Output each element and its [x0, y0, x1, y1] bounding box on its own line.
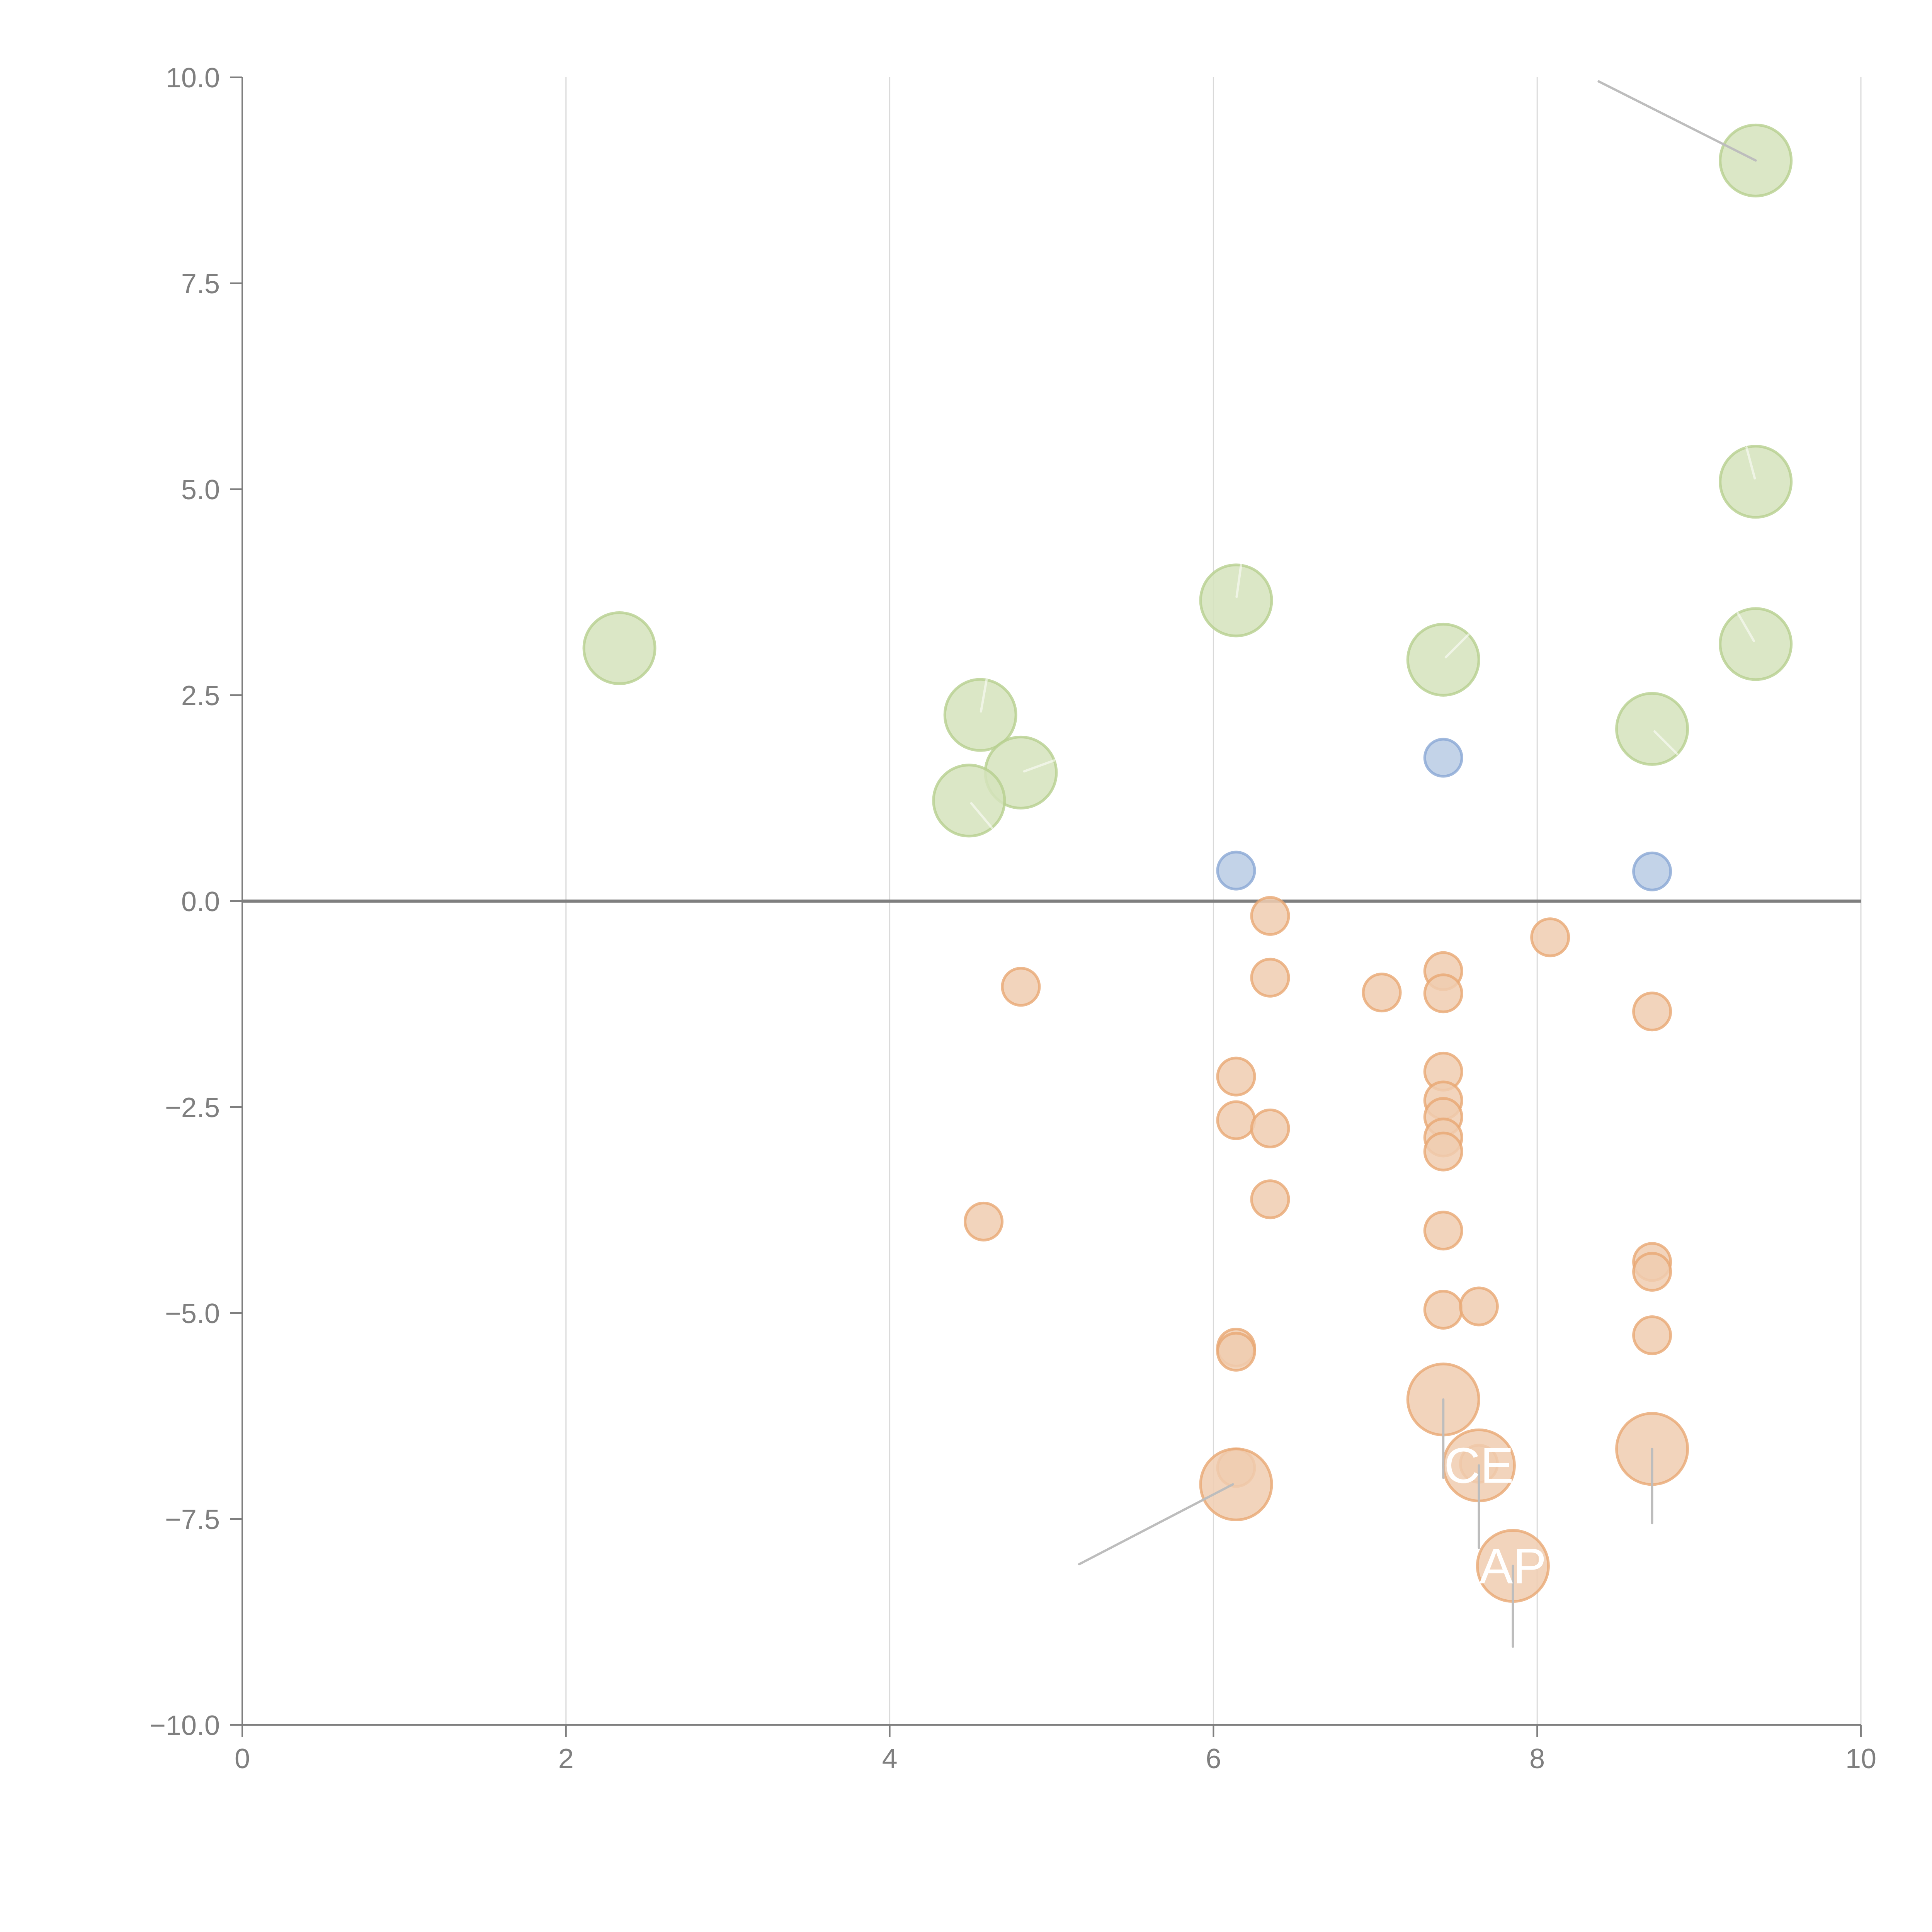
orange-point [1530, 917, 1570, 957]
data-points [582, 123, 1793, 1603]
x-tick-label: 2 [558, 1743, 574, 1774]
x-tick-label: 10 [1845, 1743, 1876, 1774]
point-labels: CE AP [1444, 1437, 1546, 1594]
orange-point [1199, 1447, 1273, 1521]
y-axis-ticks: 10.0 7.5 5.0 2.5 0.0 −2.5 −5.0 −7.5 −10.0 [150, 63, 242, 1741]
y-tick-label: −5.0 [165, 1298, 220, 1329]
point-label: CE [1444, 1437, 1514, 1493]
orange-point [1216, 1332, 1256, 1372]
orange-point [1250, 957, 1290, 998]
point-highlight-line [1745, 446, 1756, 480]
y-tick-label: −7.5 [165, 1504, 220, 1535]
orange-point [1001, 967, 1041, 1007]
orange-point [1423, 1131, 1463, 1172]
orange-point [1216, 1100, 1256, 1140]
green-point [582, 611, 656, 685]
orange-point [1423, 1211, 1463, 1251]
leader-line [1078, 1483, 1234, 1566]
blue-point [1216, 850, 1256, 891]
point-highlight-line [970, 802, 993, 829]
y-tick-label: 5.0 [181, 474, 220, 505]
point-highlight-line [1023, 759, 1056, 773]
orange-point [1632, 1315, 1672, 1355]
orange-point [1459, 1286, 1499, 1327]
x-tick-label: 8 [1529, 1743, 1545, 1774]
y-tick-label: −10.0 [150, 1710, 220, 1741]
orange-point [1250, 896, 1290, 936]
y-tick-label: 2.5 [181, 680, 220, 711]
blue-point [1423, 738, 1463, 778]
orange-point [1362, 973, 1402, 1013]
orange-point [1250, 1108, 1290, 1148]
point-highlight-line [980, 679, 988, 713]
x-tick-label: 4 [882, 1743, 898, 1774]
green-point [1719, 445, 1793, 519]
x-tick-label: 6 [1206, 1743, 1221, 1774]
point-label: AP [1480, 1538, 1546, 1594]
y-tick-label: 10.0 [166, 63, 220, 94]
blue-point [1632, 851, 1672, 891]
green-point [1719, 607, 1793, 681]
leader-lines [1078, 80, 1757, 1648]
green-point [943, 678, 1017, 752]
orange-point [1423, 1289, 1463, 1330]
point-highlight-line [1653, 730, 1679, 755]
y-tick-label: −2.5 [165, 1092, 220, 1123]
point-highlight-line [1235, 564, 1242, 598]
orange-point [1216, 1056, 1256, 1097]
orange-point [1632, 1252, 1672, 1292]
y-tick-label: 7.5 [181, 269, 220, 299]
point-highlight-line [1444, 633, 1470, 658]
orange-point [1250, 1179, 1290, 1219]
orange-point [1632, 992, 1672, 1032]
orange-point [964, 1201, 1004, 1242]
green-point [932, 764, 1006, 838]
x-axis-ticks: 0 2 4 6 8 10 [235, 1725, 1876, 1774]
leader-line [1597, 80, 1757, 162]
y-tick-label: 0.0 [181, 886, 220, 917]
orange-point [1423, 973, 1463, 1014]
x-tick-label: 0 [235, 1743, 250, 1774]
green-point [1199, 563, 1273, 638]
point-highlight-line [1736, 612, 1755, 642]
